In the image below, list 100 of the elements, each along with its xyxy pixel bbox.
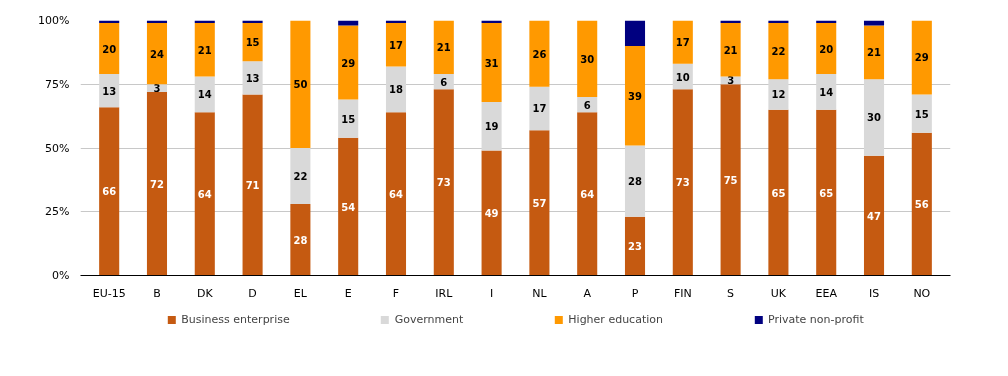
data-label: 15	[341, 113, 356, 125]
y-tick-label: 25%	[45, 205, 70, 219]
x-tick-label: E	[344, 286, 352, 300]
data-label: 57	[532, 197, 547, 209]
bar	[290, 204, 311, 276]
x-tick-label: S	[727, 286, 735, 300]
data-label: 64	[197, 188, 212, 200]
x-tick-label: IS	[868, 286, 880, 300]
bar	[624, 145, 646, 217]
data-label: 17	[389, 39, 403, 51]
data-label: 28	[628, 176, 643, 188]
y-tick-label: 100%	[38, 14, 70, 27]
bar	[146, 91, 168, 276]
bar	[433, 20, 454, 75]
data-label: 28	[293, 234, 308, 246]
data-label: 65	[771, 187, 786, 199]
data-label: 17	[532, 103, 547, 115]
data-label: 39	[628, 90, 643, 102]
bar	[433, 89, 454, 276]
data-label: 24	[150, 48, 164, 60]
data-label: 6	[440, 76, 448, 88]
bar	[290, 20, 311, 148]
data-label: 22	[771, 46, 786, 58]
data-label: 30	[867, 112, 882, 124]
data-label: 31	[484, 57, 499, 69]
bar	[816, 23, 837, 75]
data-label: 72	[150, 178, 164, 190]
data-label: 14	[819, 86, 834, 98]
data-label: 64	[389, 188, 403, 200]
bar	[385, 23, 407, 67]
x-tick-label: NO	[913, 286, 931, 300]
x-tick-label: F	[392, 286, 400, 300]
bar	[624, 46, 646, 146]
bar	[290, 148, 311, 205]
x-tick-label: P	[631, 286, 639, 300]
bar	[863, 79, 885, 156]
y-tick-label: 0%	[52, 269, 70, 282]
bar	[768, 109, 789, 276]
data-label: 26	[532, 48, 547, 60]
data-label: 73	[436, 177, 451, 189]
bar	[529, 86, 550, 131]
bar	[863, 25, 885, 80]
bar	[338, 25, 359, 100]
data-label: 66	[102, 186, 117, 198]
data-label: 13	[102, 85, 117, 97]
bar	[577, 20, 598, 97]
y-tick-label: 50%	[45, 141, 70, 155]
data-label: 29	[341, 57, 356, 69]
bar	[99, 107, 120, 276]
data-label: 73	[675, 177, 690, 189]
bar	[768, 23, 789, 80]
x-tick-label: B	[153, 286, 161, 300]
bar	[911, 94, 932, 133]
bar	[672, 89, 693, 276]
x-tick-label: I	[489, 286, 494, 300]
data-label: 64	[580, 188, 595, 200]
bar	[385, 66, 407, 113]
x-tick-label: DK	[196, 286, 214, 300]
data-label: 20	[819, 43, 834, 55]
data-label: 21	[867, 47, 882, 59]
data-label: 10	[675, 71, 690, 83]
bar	[863, 20, 885, 26]
bar	[338, 20, 359, 26]
data-label: 21	[197, 44, 212, 56]
bar	[194, 23, 215, 77]
x-tick-label: NL	[532, 286, 548, 300]
bar	[577, 112, 598, 276]
x-tick-label: FIN	[673, 286, 692, 300]
data-label: 20	[102, 43, 117, 55]
data-label: 54	[341, 201, 356, 213]
data-label: 6	[583, 99, 591, 111]
data-label: 3	[727, 75, 735, 87]
data-label: 15	[914, 108, 929, 120]
bar	[529, 20, 550, 87]
data-label: 3	[153, 83, 161, 95]
bar	[146, 23, 168, 85]
data-label: 23	[628, 241, 643, 253]
bar	[338, 137, 359, 276]
bar	[816, 109, 837, 276]
data-label: 65	[819, 187, 834, 199]
bar	[481, 23, 502, 103]
data-label: 18	[389, 84, 403, 96]
data-label: 22	[293, 171, 308, 183]
bar	[720, 84, 741, 276]
data-label: 14	[197, 89, 212, 101]
data-label: 49	[484, 208, 499, 220]
data-label: 29	[914, 52, 929, 64]
bar	[338, 99, 359, 138]
bar	[385, 112, 407, 276]
x-tick-label: IRL	[435, 286, 454, 300]
bar	[481, 102, 502, 151]
bar	[911, 132, 932, 276]
x-tick-label: UK	[770, 286, 787, 300]
data-label: 12	[771, 89, 786, 101]
data-label: 75	[723, 174, 738, 186]
legend-label: Higher education	[568, 312, 663, 326]
bar	[624, 20, 646, 46]
bar	[624, 216, 646, 276]
bar	[242, 94, 263, 276]
x-tick-label: D	[248, 286, 257, 300]
